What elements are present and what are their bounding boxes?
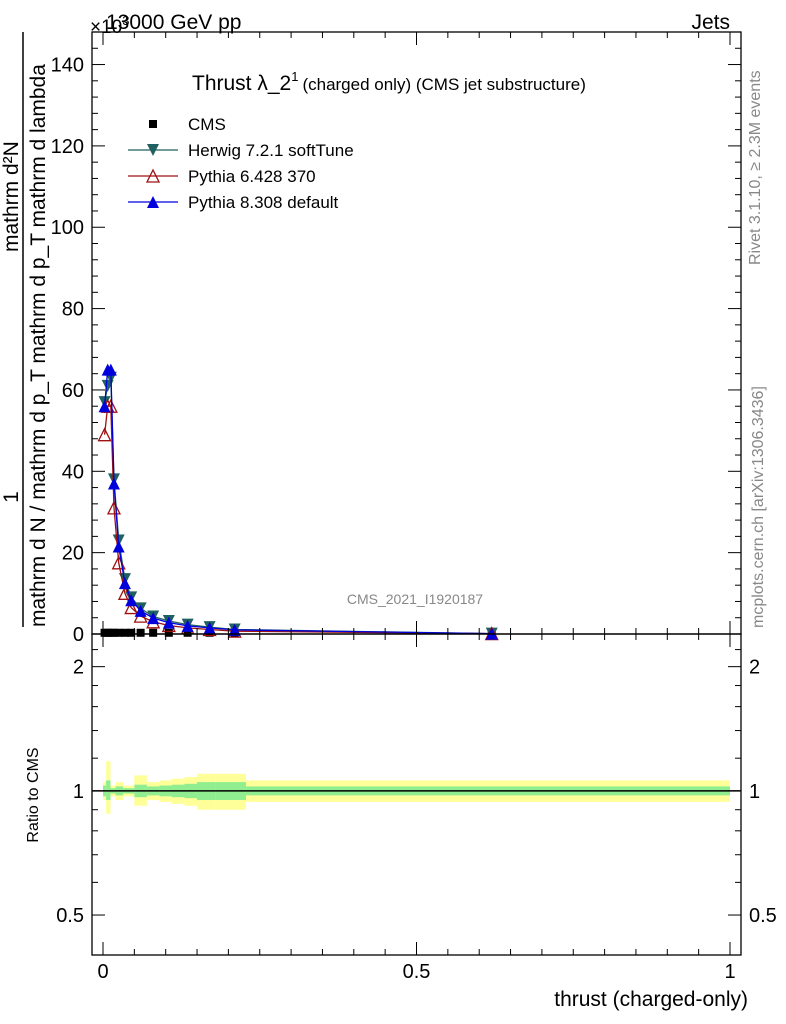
data-point-pythia6 [97, 427, 112, 442]
ratio-y-tick-label: 1 [73, 781, 84, 803]
data-point-pythia8 [104, 363, 117, 376]
data-point-cms [136, 628, 145, 637]
header-energy: 13000 GeV pp [106, 11, 241, 34]
watermark: CMS_2021_I1920187 [347, 591, 483, 607]
y-label-denominator: mathrm d N / mathrm d p_T mathrm d p_T m… [27, 64, 50, 627]
data-point-cms [120, 628, 129, 637]
data-point-pythia8 [107, 477, 120, 490]
x-axis-label: thrust (charged-only) [554, 988, 748, 1011]
data-point-pythia8 [125, 594, 138, 607]
x-tick-label: 0.5 [403, 961, 431, 983]
data-point-pythia6 [124, 600, 139, 615]
data-point-pythia6 [117, 585, 132, 600]
axes: 0 20 40 60 80 100 120 140 0 0.5 1 0.5 0.5 1 1 2 2 [51, 31, 777, 983]
data-point-pythia8 [134, 604, 147, 617]
chart-title: Thrust λ_21 (charged only) (CMS jet subst… [192, 69, 586, 95]
legend-label-pythia8: Pythia 8.308 default [188, 193, 339, 212]
x-tick-label: 1 [724, 961, 735, 983]
ratio-y-tick-label: 2 [73, 657, 84, 679]
data-point-cms [114, 628, 123, 637]
mcplots-label: mcplots.cern.ch [arXiv:1306.3436] [750, 386, 767, 628]
rivet-label: Rivet 3.1.10, ≥ 2.3M events [747, 70, 764, 265]
data-point-pythia6 [106, 500, 122, 515]
header-category: Jets [691, 11, 730, 34]
legend-label-cms: CMS [188, 115, 226, 134]
ratio-y-tick-label-right: 2 [749, 657, 760, 679]
legend-marker-cms [149, 120, 157, 128]
y-label-numerator: mathrm d²N [0, 141, 23, 252]
y-tick-label: 80 [62, 299, 84, 321]
x-tick-label: 0 [97, 961, 108, 983]
ratio-y-label: Ratio to CMS [25, 747, 42, 842]
legend-marker-herwig [147, 144, 159, 156]
data-point-cms [149, 628, 158, 637]
data-point-cms [164, 628, 173, 637]
data-point-cms [109, 628, 118, 637]
data-point-pythia8 [118, 577, 131, 590]
y-tick-label: 120 [51, 136, 84, 158]
y-tick-label: 60 [62, 380, 84, 402]
data-point-pythia8 [162, 616, 175, 629]
data-point-pythia8 [98, 400, 111, 413]
y-tick-label: 20 [62, 543, 84, 565]
y-label-top: 1 [0, 491, 23, 503]
legend-marker-pythia6 [145, 168, 161, 183]
main-curves [97, 363, 499, 641]
data-point-cms [127, 628, 136, 637]
legend: CMS Herwig 7.2.1 softTune Pythia 6.428 370… [128, 115, 354, 212]
legend-label-pythia6: Pythia 6.428 370 [188, 167, 316, 186]
y-tick-label: 140 [51, 55, 84, 77]
labels: ×103 13000 GeV pp Jets Thrust λ_21 (charg… [0, 11, 767, 1011]
y-tick-label: 0 [73, 624, 84, 646]
data-point-cms [183, 628, 192, 637]
data-point-pythia8 [147, 612, 160, 625]
data-point-pythia6 [103, 398, 118, 413]
y-tick-label: 100 [51, 217, 84, 239]
ratio-y-tick-label: 0.5 [56, 905, 84, 927]
ratio-y-tick-label-right: 1 [749, 781, 760, 803]
ratio-y-tick-label-right: 0.5 [749, 905, 777, 927]
ratio-bands [92, 761, 741, 814]
y-exponent: ×103 [90, 13, 129, 38]
data-point-pythia8 [228, 623, 241, 636]
data-point-pythia8 [203, 621, 216, 634]
data-point-pythia8 [112, 540, 125, 553]
data-point-pythia8 [181, 619, 194, 632]
legend-label-herwig: Herwig 7.2.1 softTune [188, 141, 354, 160]
y-tick-label: 40 [62, 461, 84, 483]
legend-marker-pythia8 [147, 196, 159, 208]
